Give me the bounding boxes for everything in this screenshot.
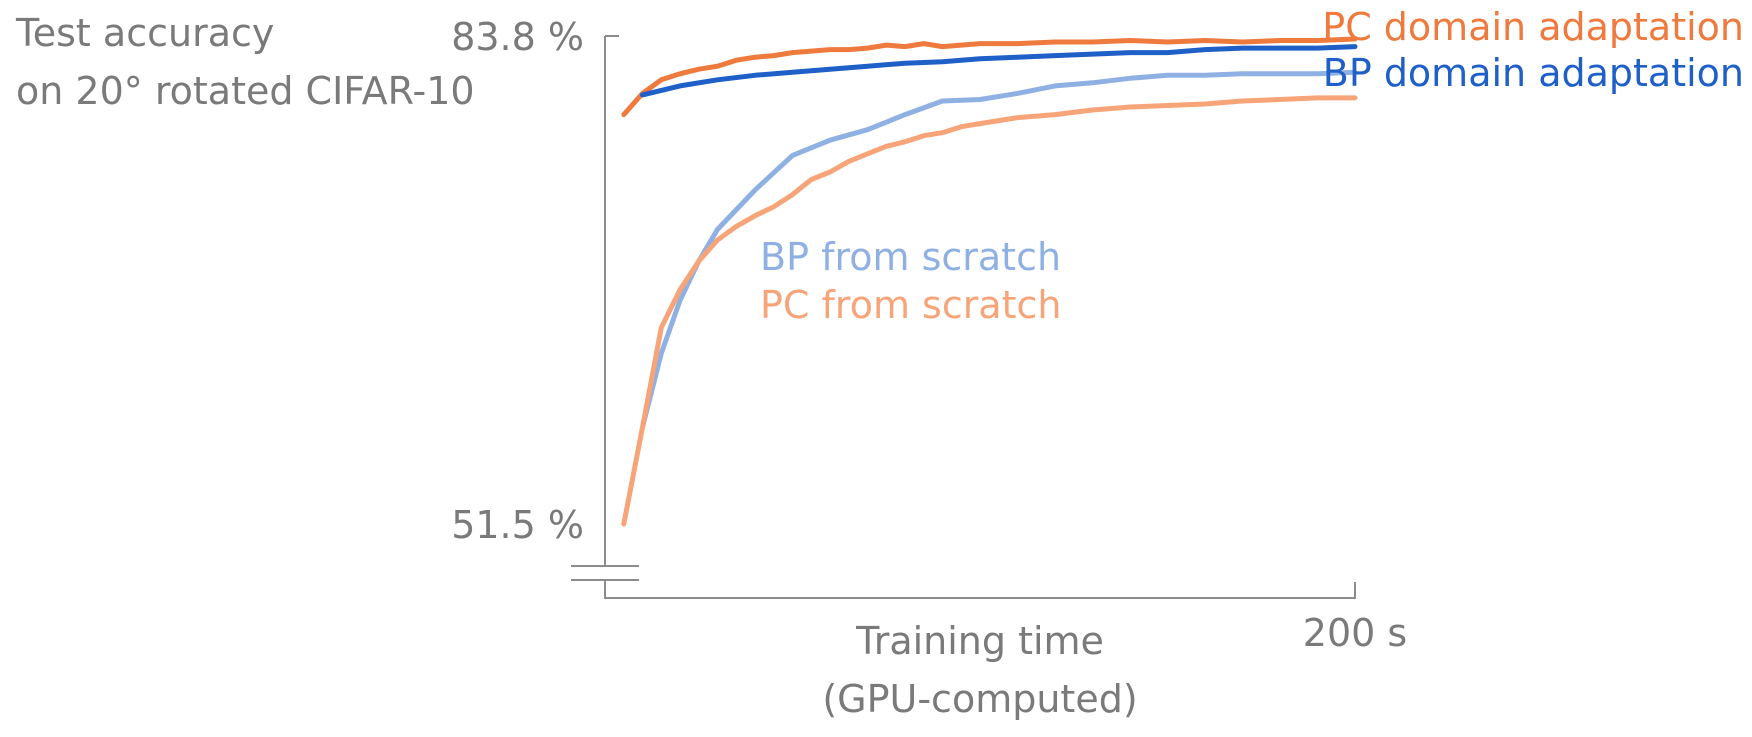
series-line-bp-domain-adaptation	[640, 44, 1358, 98]
series-line-pc-from-scratch	[621, 95, 1358, 527]
y-axis-title-line-2: on 20° rotated CIFAR-10	[16, 69, 475, 113]
x-axis-title-line-2: (GPU-computed)	[822, 677, 1137, 721]
y-axis-break	[571, 565, 639, 581]
y-tick-label-top: 83.8 %	[451, 15, 584, 59]
series-label-bp-domain-adaptation: BP domain adaptation	[1323, 51, 1744, 95]
y-axis-title-line-1: Test accuracy	[15, 11, 274, 55]
x-axis-title-line-1: Training time	[855, 619, 1104, 663]
series-label-bp-from-scratch: BP from scratch	[760, 235, 1061, 279]
series-label-pc-from-scratch: PC from scratch	[760, 283, 1062, 327]
y-axis	[604, 35, 619, 566]
series-line-bp-from-scratch	[640, 69, 1358, 430]
series-layer	[621, 36, 1358, 527]
x-axis	[604, 580, 1356, 599]
series-line-pc-domain-adaptation	[621, 36, 1358, 118]
y-tick-label-bottom: 51.5 %	[451, 503, 584, 547]
x-tick-label-end: 200 s	[1303, 611, 1407, 655]
series-label-pc-domain-adaptation: PC domain adaptation	[1322, 5, 1744, 49]
